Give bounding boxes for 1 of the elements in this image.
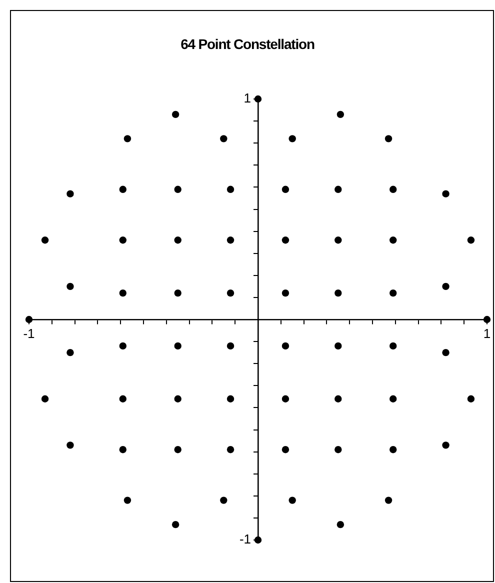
chart-title: 64 Point Constellation <box>180 36 316 52</box>
